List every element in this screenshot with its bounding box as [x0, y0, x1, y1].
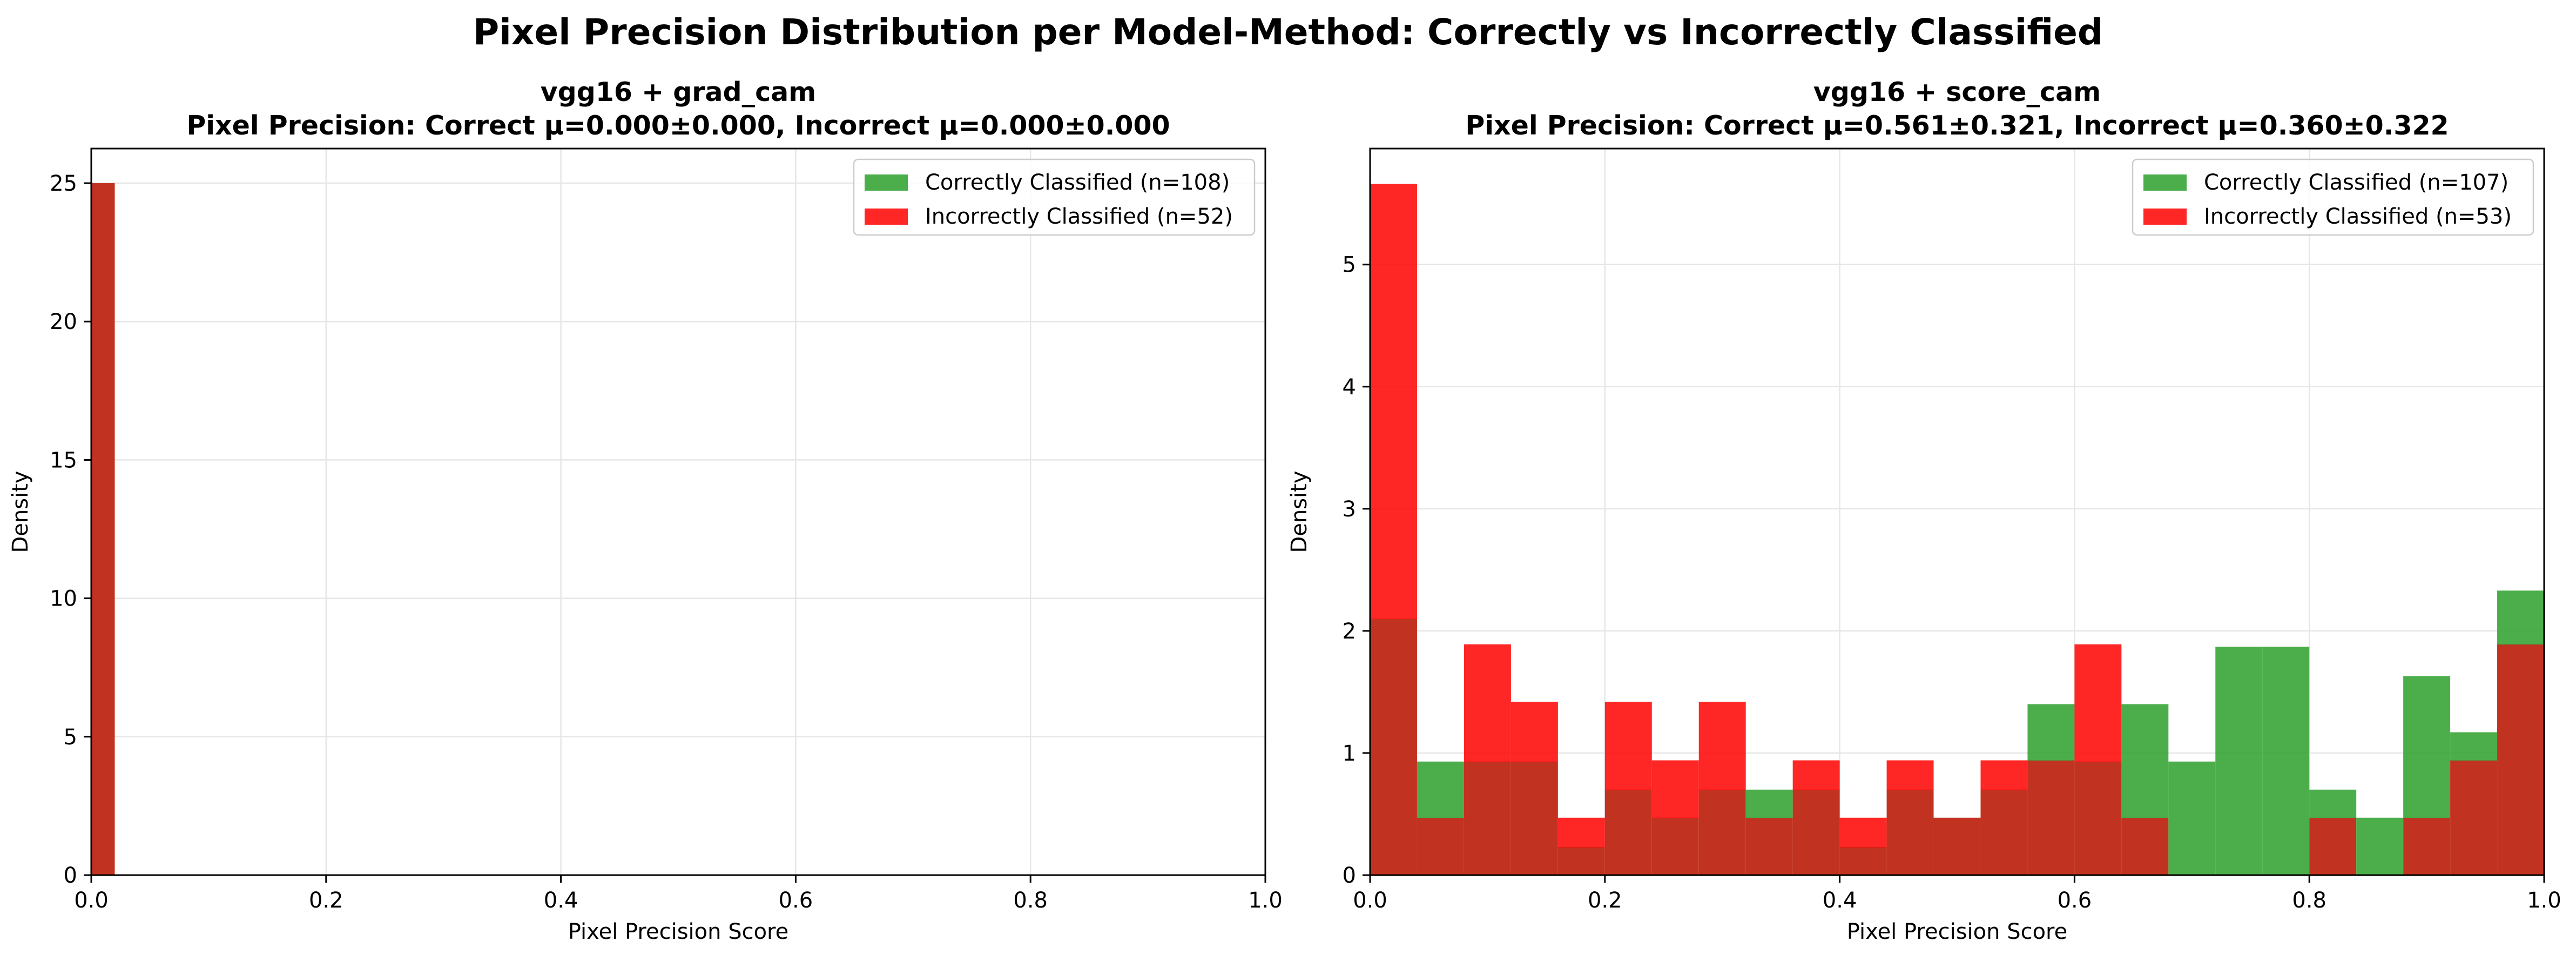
chart-2-xtick-label: 0.0: [1353, 888, 1387, 913]
chart-2-ylabel: Density: [1287, 471, 1312, 553]
chart-1-title: vgg16 + grad_cam Pixel Precision: Correc…: [91, 76, 1265, 143]
chart-2-bar-incorrect: [1651, 760, 1699, 818]
chart-2-legend-swatch: [2143, 174, 2187, 191]
chart-1-xtick-label: 0.2: [309, 888, 343, 913]
figure-title: Pixel Precision Distribution per Model-M…: [473, 11, 2103, 53]
chart-2-bar-overlap: [1839, 847, 1887, 875]
chart-2-xtick-label: 0.2: [1588, 888, 1622, 913]
chart-2-bar-overlap: [2403, 817, 2451, 875]
chart-1-xtick-label: 0.8: [1013, 888, 1048, 913]
chart-1: 0.0 0.2 0.4 0.6 0.8 1.0 0 5 10 15 20 25 Pixel Precis…: [8, 147, 1283, 944]
chart-1-xtick-label: 0.4: [544, 888, 578, 913]
chart-2-frame: [1369, 147, 2545, 876]
chart-2-bar-incorrect: [2074, 644, 2122, 762]
chart-1-legend-swatch: [865, 174, 908, 191]
chart-1-ytick-label: 20: [50, 310, 77, 334]
chart-2-bar-overlap: [1792, 789, 1840, 875]
chart-2-bar-correct: [2309, 789, 2357, 818]
chart-2-bar-incorrect: [1604, 702, 1652, 790]
chart-2-ytick-label: 5: [1343, 253, 1356, 278]
chart-2-bar-incorrect: [1557, 817, 1605, 848]
chart-2-bar-incorrect: [1698, 702, 1746, 790]
chart-2-xtick-label: 0.8: [2292, 888, 2327, 913]
chart-2-legend-swatch: [2143, 209, 2187, 225]
chart-2-bar-overlap: [1886, 789, 1934, 875]
chart-2-legend-label: Correctly Classified (n=107): [2204, 170, 2508, 195]
chart-2-bar-overlap: [1510, 761, 1558, 875]
chart-1-legend-label: Correctly Classified (n=108): [925, 170, 1230, 195]
chart-1-legend-label: Incorrectly Classified (n=52): [925, 204, 1233, 229]
chart-2-bar-incorrect: [1839, 817, 1887, 848]
chart-2-bar-incorrect: [1370, 184, 1417, 619]
chart-2-bar-overlap: [1464, 761, 1511, 875]
chart-2-xtick-label: 0.4: [1823, 888, 1857, 913]
chart-2-bar-overlap: [1980, 789, 2028, 875]
chart-2-xlabel: Pixel Precision Score: [1847, 919, 2067, 944]
chart-2-bar-overlap: [2450, 760, 2498, 875]
chart-2-bar-overlap: [1604, 789, 1652, 875]
chart-2-ytick-label: 0: [1343, 863, 1356, 888]
chart-2-bar-correct: [1417, 761, 1464, 818]
chart-1-legend: Correctly Classified (n=108) Incorrectly …: [853, 158, 1256, 236]
chart-1-legend-box: [853, 158, 1256, 236]
chart-2-bar-incorrect: [1510, 702, 1558, 762]
chart-1-ytick-label: 5: [64, 725, 77, 750]
chart-2-xtick-label: 0.6: [2058, 888, 2092, 913]
chart-2-bar-correct: [2497, 590, 2544, 645]
chart-2-title-line1: vgg16 + score_cam: [1813, 77, 2101, 107]
chart-2-legend: Correctly Classified (n=107) Incorrectly …: [2132, 158, 2534, 236]
chart-1-ytick-label: 25: [50, 171, 77, 196]
chart-1-legend-swatch: [865, 209, 908, 225]
chart-2-bar-correct: [2262, 647, 2310, 876]
chart-2-legend-box: [2132, 158, 2534, 236]
chart-2-bar-overlap: [1370, 619, 1417, 875]
chart-2-bar-incorrect: [1980, 760, 2028, 790]
chart-1-xtick-label: 0.0: [74, 888, 109, 913]
chart-2-ytick-label: 3: [1343, 497, 1356, 522]
chart-2-bar-overlap: [2027, 760, 2075, 875]
chart-2-bar-correct: [2121, 704, 2169, 818]
chart-2-bar-incorrect: [1464, 644, 1511, 762]
chart-1-title-line2: Pixel Precision: Correct μ=0.000±0.000, …: [186, 110, 1170, 141]
chart-1-ytick-label: 0: [64, 863, 77, 888]
chart-2-bar-overlap: [2121, 817, 2169, 875]
chart-1-frame: [90, 147, 1266, 876]
chart-1-bar-overlap: [91, 183, 115, 875]
chart-2-bar-overlap: [1698, 789, 1746, 875]
chart-2-bar-correct: [2168, 761, 2216, 876]
chart-1-title-line1: vgg16 + grad_cam: [540, 77, 817, 107]
chart-2-ytick-label: 2: [1343, 619, 1356, 644]
chart-2-bar-overlap: [1651, 817, 1699, 875]
chart-2: 0.0 0.2 0.4 0.6 0.8 1.0 0 1 2 3 4 5 Pixel Precision …: [1287, 147, 2561, 944]
chart-2-bar-overlap: [1745, 817, 1793, 875]
chart-2-bar-correct: [1745, 789, 1793, 818]
chart-2-title: vgg16 + score_cam Pixel Precision: Corre…: [1370, 76, 2544, 143]
chart-2-bar-overlap: [2074, 761, 2122, 875]
chart-2-bar-incorrect: [1886, 760, 1934, 790]
chart-2-bar-correct: [2356, 817, 2404, 876]
chart-1-xlabel: Pixel Precision Score: [568, 919, 788, 944]
chart-1-ylabel: Density: [8, 471, 33, 553]
chart-1-ytick-label: 10: [50, 587, 77, 611]
chart-2-bar-correct: [2450, 732, 2498, 761]
chart-2-xtick-label: 1.0: [2527, 888, 2561, 913]
chart-1-xtick-label: 1.0: [1248, 888, 1283, 913]
chart-2-ytick-label: 4: [1343, 375, 1356, 400]
chart-2-bar-overlap: [2497, 644, 2544, 875]
chart-1-xtick-label: 0.6: [779, 888, 813, 913]
chart-2-bar-overlap: [2309, 817, 2357, 875]
chart-2-bar-correct: [2215, 647, 2263, 876]
chart-2-bar-incorrect: [1792, 760, 1840, 790]
chart-2-bar-overlap: [1417, 817, 1464, 875]
chart-2-bar-correct: [2403, 676, 2451, 818]
chart-2-title-line2: Pixel Precision: Correct μ=0.561±0.321, …: [1465, 110, 2449, 141]
chart-2-legend-label: Incorrectly Classified (n=53): [2204, 204, 2512, 229]
chart-2-bar-overlap: [1557, 847, 1605, 875]
chart-2-bar-overlap: [1933, 817, 1981, 875]
chart-2-bar-correct: [2027, 704, 2075, 761]
chart-2-ytick-label: 1: [1343, 741, 1356, 766]
chart-1-ytick-label: 15: [50, 448, 77, 473]
